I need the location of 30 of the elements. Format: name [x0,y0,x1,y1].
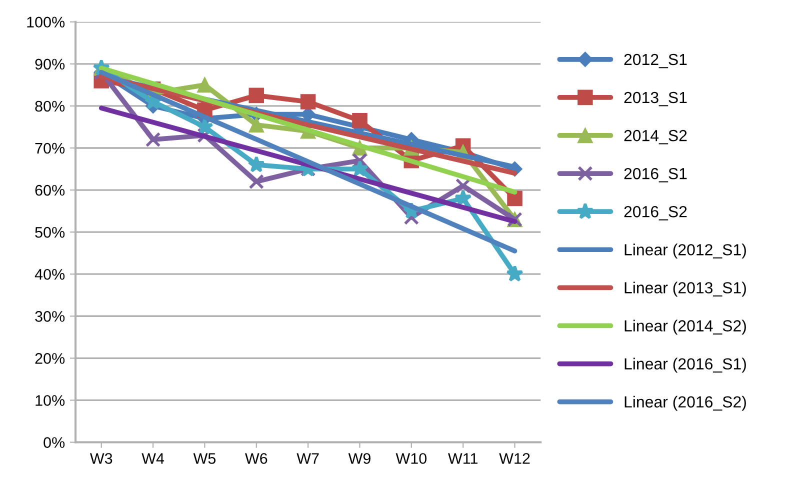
x-tick-label: W7 [296,453,319,464]
y-tick-label: 50% [35,226,65,238]
x-tick-label: W5 [193,453,216,464]
y-tick-label: 60% [35,184,65,196]
legend-label: 2016_S2 [624,206,687,220]
x-tick-label: W11 [448,453,478,464]
x-tick-label: W6 [244,453,268,464]
y-tick-label: 40% [34,268,65,280]
y-tick-label: 0% [44,437,65,448]
y-tick-label: 10% [36,395,65,406]
y-tick-label: 30% [35,311,65,322]
legend-label: Linear (2014_S2) [624,320,746,335]
legend-label: 2016_S1 [624,168,687,182]
y-tick-label: 70% [35,142,65,154]
y-tick-label: 80% [35,100,65,112]
x-tick-label: W9 [348,453,370,464]
y-tick-label: 20% [35,353,65,364]
legend-label: 2013_S1 [624,92,687,106]
x-tick-label: W3 [90,453,112,464]
legend-label: Linear (2016_S2) [624,396,746,411]
legend-label: Linear (2013_S1) [624,282,746,297]
legend-label: Linear (2012_S1) [624,244,746,259]
x-tick-label: W10 [396,453,427,464]
y-tick-label: 90% [35,58,65,70]
legend-label: 2014_S2 [624,130,687,144]
y-tick-label: 100% [27,16,65,28]
x-tick-label: W12 [499,453,530,464]
legend-label: Linear (2016_S1) [624,358,746,373]
legend-label: 2012_S1 [624,54,687,68]
x-tick-label: W4 [142,453,164,464]
